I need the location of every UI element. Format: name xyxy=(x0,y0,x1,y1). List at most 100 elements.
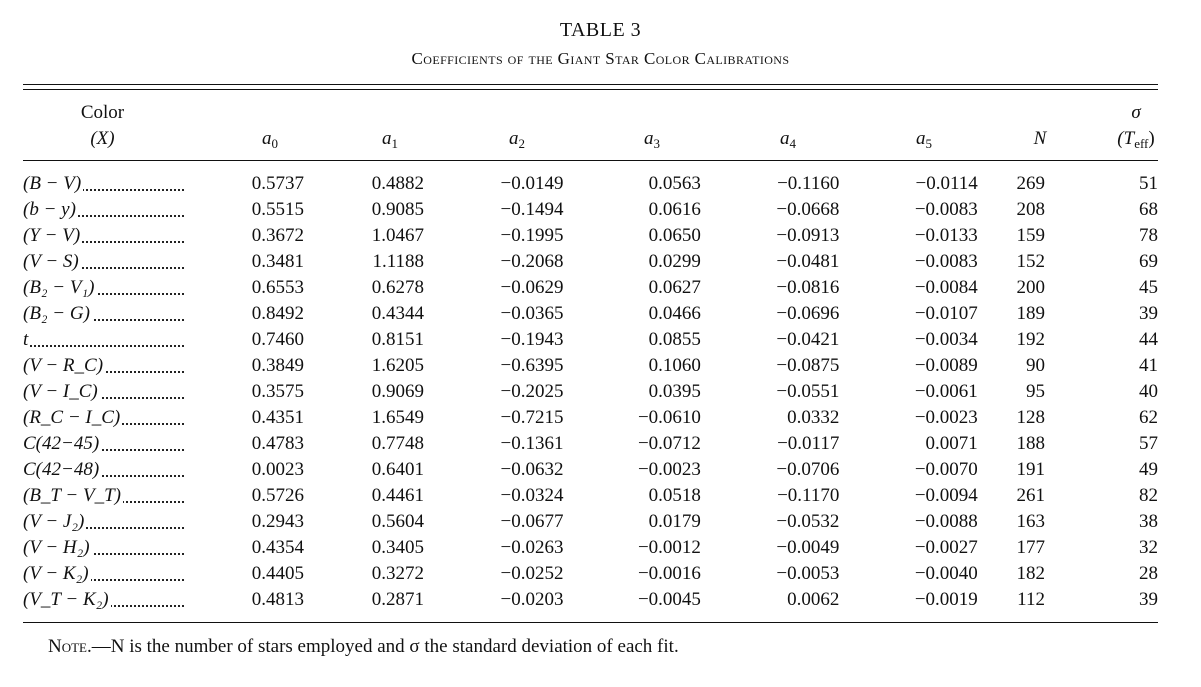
cell-a3: 0.0627 xyxy=(648,277,701,298)
cell-a2: −0.2068 xyxy=(500,251,564,272)
table-row: (B − V) 0.5737 0.4882 −0.0149 0.0563 −0.1160 −… xyxy=(23,171,1158,197)
cell-a5: −0.0094 xyxy=(914,485,978,506)
leader-dots xyxy=(23,319,184,321)
color-cell: (V − I_C) xyxy=(23,379,184,405)
cell-a0: 0.4783 xyxy=(251,433,304,454)
color-cell: t xyxy=(23,327,184,353)
cell-sigma: 69 xyxy=(1139,251,1158,272)
leader-dots xyxy=(23,241,184,243)
cell-n: 159 xyxy=(1016,225,1045,246)
cell-sigma: 62 xyxy=(1139,407,1158,428)
cell-a4: −0.0913 xyxy=(776,225,840,246)
cell-a0: 0.3672 xyxy=(251,225,304,246)
color-label: (B₂ − V₁) xyxy=(23,277,97,298)
cell-n: 90 xyxy=(1025,355,1045,376)
cell-sigma: 78 xyxy=(1139,225,1158,246)
leader-dots xyxy=(23,215,184,217)
color-cell: (V − R_C) xyxy=(23,353,184,379)
cell-a2: −0.1494 xyxy=(500,199,564,220)
cell-a2: −0.0263 xyxy=(500,537,564,558)
table-row: (V − R_C) 0.3849 1.6205 −0.6395 0.1060 −0.087… xyxy=(23,353,1158,379)
cell-a1: 1.1188 xyxy=(372,251,425,272)
table-row: (V − K₂) 0.4405 0.3272 −0.0252 −0.0016 −0.005… xyxy=(23,561,1158,587)
top-rule xyxy=(23,84,1158,86)
cell-a1: 0.4344 xyxy=(371,303,425,324)
cell-a0: 0.5726 xyxy=(251,485,304,506)
header-sigma-post: ) xyxy=(1148,128,1155,149)
table-row: (R_C − I_C) 0.4351 1.6549 −0.7215 −0.0610 0.0… xyxy=(23,405,1158,431)
cell-a0: 0.7460 xyxy=(251,329,304,350)
cell-sigma: 68 xyxy=(1139,199,1158,220)
cell-a1: 1.6205 xyxy=(371,355,425,376)
cell-a5: −0.0019 xyxy=(914,589,978,610)
header-sigma-sub: eff xyxy=(1134,136,1149,151)
cell-a3: −0.0012 xyxy=(637,537,701,558)
cell-a5: −0.0061 xyxy=(914,381,978,402)
cell-a2: −0.7215 xyxy=(500,407,564,428)
coefficients-table: (B − V) 0.5737 0.4882 −0.0149 0.0563 −0.1160 −… xyxy=(23,171,1158,613)
color-cell: (R_C − I_C) xyxy=(23,405,184,431)
cell-a4: −0.0053 xyxy=(776,563,840,584)
cell-a4: −0.1170 xyxy=(777,485,840,506)
leader-dots xyxy=(23,527,184,529)
cell-a0: 0.4351 xyxy=(251,407,304,428)
cell-a0: 0.4405 xyxy=(251,563,304,584)
cell-a4: −0.0668 xyxy=(776,199,840,220)
cell-a5: −0.0088 xyxy=(914,511,978,532)
bottom-rule xyxy=(23,622,1158,624)
cell-sigma: 49 xyxy=(1139,459,1158,480)
cell-a5: 0.0071 xyxy=(925,433,978,454)
header-a4: a4 xyxy=(758,126,818,152)
cell-a3: −0.0023 xyxy=(637,459,701,480)
cell-n: 200 xyxy=(1016,277,1045,298)
table-number: TABLE 3 xyxy=(559,19,642,41)
table-row: (V − S) 0.3481 1.1188 −0.2068 0.0299 −0.0481 −… xyxy=(23,249,1158,275)
cell-a1: 0.6278 xyxy=(371,277,425,298)
header-a2-sub: 2 xyxy=(518,136,526,151)
cell-a5: −0.0034 xyxy=(914,329,978,350)
cell-a1: 0.2871 xyxy=(371,589,425,610)
header-a5: a5 xyxy=(894,126,954,152)
header-a5-sub: 5 xyxy=(925,136,933,151)
color-label: (V − R_C) xyxy=(23,355,106,376)
cell-n: 208 xyxy=(1016,199,1045,220)
cell-a1: 0.4882 xyxy=(371,173,425,194)
header-a1: a1 xyxy=(360,126,420,152)
cell-a3: 0.0563 xyxy=(648,173,701,194)
cell-a5: −0.0114 xyxy=(915,173,978,194)
cell-sigma: 45 xyxy=(1139,277,1158,298)
note-label: Note. xyxy=(48,636,92,657)
cell-a0: 0.5737 xyxy=(251,173,304,194)
cell-sigma: 39 xyxy=(1139,589,1158,610)
table-row: (B₂ − G) 0.8492 0.4344 −0.0365 0.0466 −0.0696… xyxy=(23,301,1158,327)
color-label: (R_C − I_C) xyxy=(23,407,123,428)
leader-dots xyxy=(23,475,184,477)
table-row: C(42−45) 0.4783 0.7748 −0.1361 −0.0712 −0.011… xyxy=(23,431,1158,457)
color-label: (B_T − V_T) xyxy=(23,485,123,506)
header-sigma-pre: (T xyxy=(1117,128,1135,149)
cell-a4: −0.0049 xyxy=(776,537,840,558)
cell-a1: 0.6401 xyxy=(371,459,425,480)
cell-n: 163 xyxy=(1016,511,1045,532)
leader-dots xyxy=(23,553,184,555)
header-color: Color (X) xyxy=(60,100,145,152)
cell-a0: 0.6553 xyxy=(251,277,304,298)
note-text: —N is the number of stars employed and σ… xyxy=(91,636,679,657)
cell-a0: 0.4354 xyxy=(251,537,304,558)
table-row: C(42−48) 0.0023 0.6401 −0.0632 −0.0023 −0.070… xyxy=(23,457,1158,483)
cell-a0: 0.3481 xyxy=(251,251,304,272)
cell-n: 189 xyxy=(1016,303,1045,324)
color-label: C(42−48) xyxy=(23,459,102,480)
table-row: (V − I_C) 0.3575 0.9069 −0.2025 0.0395 −0.055… xyxy=(23,379,1158,405)
color-cell: (B − V) xyxy=(23,171,184,197)
cell-a3: 0.0395 xyxy=(648,381,701,402)
cell-sigma: 82 xyxy=(1139,485,1158,506)
color-cell: (B_T − V_T) xyxy=(23,483,184,509)
table-note: Note.—N is the number of stars employed … xyxy=(48,636,679,658)
cell-a5: −0.0084 xyxy=(914,277,978,298)
cell-a3: 0.1060 xyxy=(648,355,701,376)
color-cell: (V_T − K₂) xyxy=(23,587,184,613)
cell-a5: −0.0083 xyxy=(914,251,978,272)
header-a2-symbol: a xyxy=(509,128,519,149)
cell-sigma: 40 xyxy=(1139,381,1158,402)
